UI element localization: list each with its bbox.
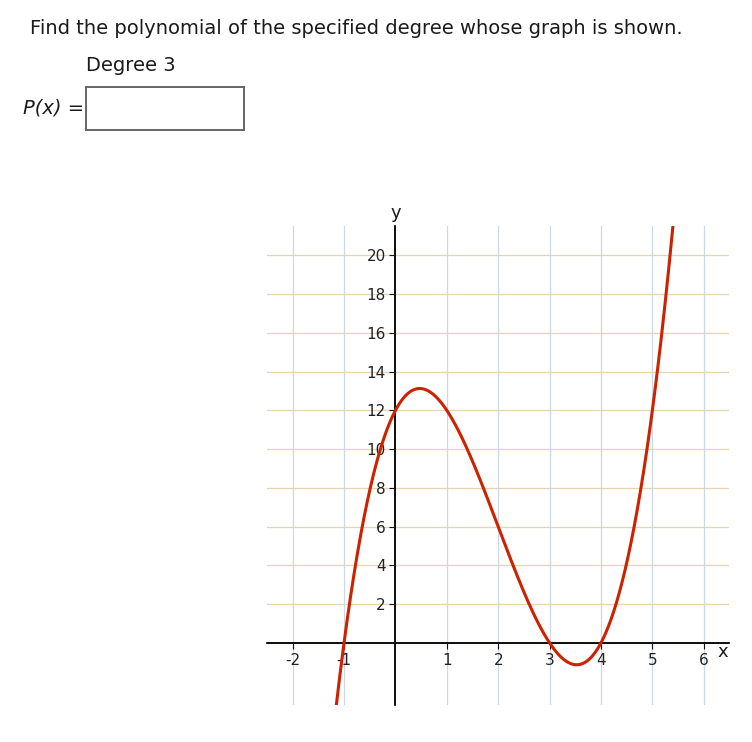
Text: y: y [390,204,401,222]
Text: x: x [717,643,728,661]
Text: P(x) =: P(x) = [23,98,83,117]
Text: Find the polynomial of the specified degree whose graph is shown.: Find the polynomial of the specified deg… [30,19,683,38]
Text: Degree 3: Degree 3 [86,56,176,75]
